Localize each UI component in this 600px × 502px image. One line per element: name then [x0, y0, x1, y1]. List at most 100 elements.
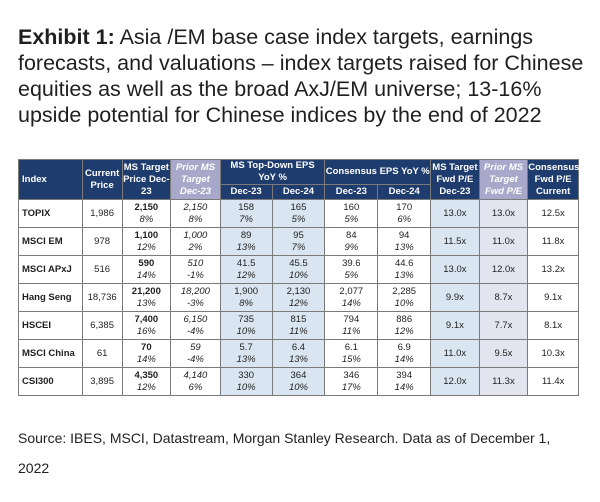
cell-ms24: 95 7% — [271, 227, 326, 256]
cell-target: 7,400 16% — [121, 311, 172, 340]
cell-percent: -4% — [186, 325, 204, 337]
cell-c24: 2,285 10% — [377, 283, 432, 312]
cell-percent: 7% — [291, 241, 306, 253]
cell-percent: 2% — [188, 241, 203, 253]
cell-c24: 94 13% — [377, 227, 432, 256]
cell-conspe: 13.2x — [527, 255, 579, 284]
cell-percent: 5% — [344, 213, 359, 225]
table-row: MSCI EM 978 1,100 12% 1,000 2% 89 13% 95 7% 84 9% 94… — [18, 227, 579, 256]
cell-value: 1,000 — [183, 229, 208, 241]
cell-value: 346 — [343, 369, 360, 381]
source-note: Source: IBES, MSCI, Datastream, Morgan S… — [18, 430, 551, 476]
cell-ms24: 2,130 12% — [271, 283, 326, 312]
cell-ms23: 330 10% — [219, 367, 273, 396]
header-ms-target-pe: MS Target Fwd P/E Dec-23 — [430, 159, 480, 200]
cell-percent: 10% — [394, 297, 414, 309]
cell-price: 1,986 — [81, 199, 123, 228]
cell-percent: 8% — [239, 297, 253, 309]
cell-percent: -4% — [186, 353, 204, 365]
cell-conspe: 11.8x — [527, 227, 579, 256]
cell-priorpe: 9.5x — [478, 339, 529, 368]
cell-priorpe: 7.7x — [478, 311, 529, 340]
cell-percent: 10% — [236, 325, 256, 337]
table-row: MSCI China 61 70 14% 59 -4% 5.7 13% 6.4 13% 6.1 15%… — [18, 339, 579, 368]
cell-percent: 16% — [136, 325, 156, 337]
cell-priorpe: 11.3x — [478, 367, 529, 396]
cell-ms24: 364 10% — [271, 367, 326, 396]
cell-ms23: 89 13% — [219, 227, 273, 256]
cell-percent: 8% — [188, 213, 203, 225]
cell-mspe: 12.0x — [430, 367, 480, 396]
cell-ms23: 158 7% — [219, 199, 273, 228]
cell-price: 978 — [81, 227, 123, 256]
cell-percent: 13% — [394, 241, 414, 253]
table-row: CSI300 3,895 4,350 12% 4,140 6% 330 10% 364 10% 34… — [18, 367, 579, 396]
cell-priorpe: 12.0x — [478, 255, 529, 284]
cell-name: Hang Seng — [18, 283, 83, 312]
cell-percent: 5% — [344, 269, 359, 281]
exhibit-title: Asia /EM base case index targets, earnin… — [18, 25, 584, 127]
cell-percent: 14% — [394, 381, 414, 393]
cell-value: 6.1 — [344, 341, 358, 353]
cell-name: CSI300 — [18, 367, 83, 396]
cell-percent: 15% — [341, 353, 361, 365]
cell-value: 2,130 — [286, 285, 311, 297]
cell-target: 590 14% — [121, 255, 172, 284]
cell-percent: 14% — [136, 269, 156, 281]
cell-value: 6.4 — [291, 341, 306, 353]
cell-value: 5.7 — [239, 341, 253, 353]
cell-ms23: 41.5 12% — [219, 255, 273, 284]
cell-c24: 6.9 14% — [377, 339, 432, 368]
cell-percent: 13% — [136, 297, 156, 309]
cell-name: HSCEI — [18, 311, 83, 340]
cell-percent: 14% — [136, 353, 156, 365]
cell-percent: 10% — [236, 381, 256, 393]
cell-name: TOPIX — [18, 199, 83, 228]
cell-c24: 170 6% — [377, 199, 432, 228]
cell-prior: 18,200 -3% — [170, 283, 221, 312]
header-cons-eps-dec24: Dec-24 — [377, 184, 432, 200]
header-ms-target: MS Target Price Dec-23 — [121, 159, 172, 200]
cell-value: 2,077 — [339, 285, 364, 297]
cell-percent: 9% — [344, 241, 359, 253]
cell-value: 7,400 — [134, 313, 159, 325]
cell-percent: 10% — [288, 381, 308, 393]
exhibit-label: Exhibit 1: — [18, 25, 115, 49]
cell-c24: 44.6 13% — [377, 255, 432, 284]
cell-name: MSCI APxJ — [18, 255, 83, 284]
table-row: MSCI APxJ 516 590 14% 510 -1% 41.5 12% 45.5 10% 39… — [18, 255, 579, 284]
cell-percent: 13% — [288, 353, 308, 365]
cell-c23: 160 5% — [324, 199, 379, 228]
cell-value: 70 — [141, 341, 152, 353]
cell-value: 1,900 — [234, 285, 259, 297]
cell-value: 18,200 — [180, 285, 210, 297]
cell-value: 815 — [290, 313, 307, 325]
cell-prior: 2,150 8% — [170, 199, 221, 228]
cell-value: 886 — [396, 313, 413, 325]
cell-value: 39.6 — [342, 257, 361, 269]
cell-prior: 4,140 6% — [170, 367, 221, 396]
header-prior-target-pe: Prior MS Target Fwd P/E — [478, 159, 529, 200]
cell-percent: 13% — [236, 241, 256, 253]
cell-value: 2,150 — [183, 201, 208, 213]
cell-percent: 13% — [236, 353, 256, 365]
cell-value: 735 — [238, 313, 255, 325]
cell-percent: 7% — [239, 213, 253, 225]
cell-ms24: 165 5% — [271, 199, 326, 228]
cell-value: 158 — [238, 201, 255, 213]
cell-value: 95 — [293, 229, 304, 241]
cell-c24: 886 12% — [377, 311, 432, 340]
cell-target: 21,200 13% — [121, 283, 172, 312]
header-prior-ms-target: Prior MS Target Dec-23 — [170, 159, 221, 200]
cell-c23: 84 9% — [324, 227, 379, 256]
cell-ms24: 815 11% — [271, 311, 326, 340]
cell-percent: 6% — [397, 213, 412, 225]
cell-value: 6.9 — [397, 341, 411, 353]
cell-value: 89 — [240, 229, 252, 241]
cell-mspe: 9.1x — [430, 311, 480, 340]
cell-name: MSCI China — [18, 339, 83, 368]
cell-price: 18,736 — [81, 283, 123, 312]
cell-c23: 39.6 5% — [324, 255, 379, 284]
index-targets-table-container: Index Current Price MS Target Price Dec-… — [18, 159, 579, 396]
cell-price: 3,895 — [81, 367, 123, 396]
